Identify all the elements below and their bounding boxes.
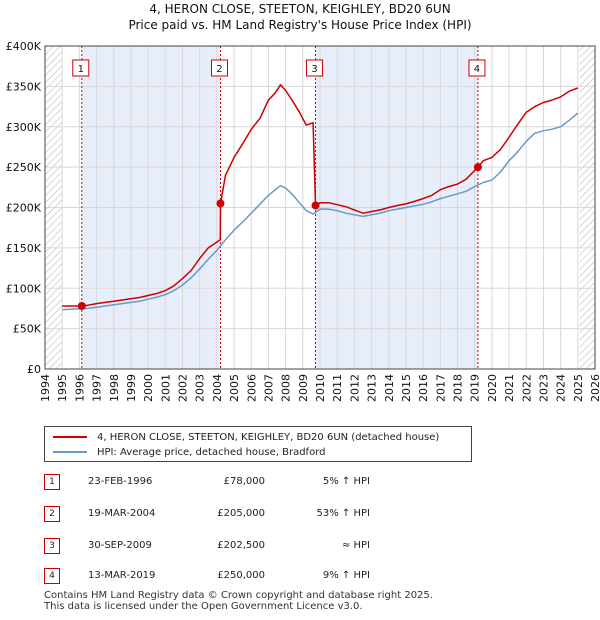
chart-legend: 4, HERON CLOSE, STEETON, KEIGHLEY, BD20 … xyxy=(44,426,472,462)
sale-date: 19-MAR-2004 xyxy=(88,508,156,519)
x-tick-label: 2019 xyxy=(469,374,482,402)
sale-number-label: 4 xyxy=(474,64,480,75)
y-tick-label: £250K xyxy=(6,161,42,174)
sale-number-box xyxy=(306,59,324,77)
y-tick-label: £200K xyxy=(6,202,42,215)
sale-number-box xyxy=(210,59,228,77)
plot-frame xyxy=(44,45,596,370)
sale-date: 23-FEB-1996 xyxy=(88,476,153,487)
sale-hpi-comparison: 5% ↑ HPI xyxy=(322,476,370,487)
table-row: 3 30-SEP-2009 £202,500 ≈ HPI xyxy=(44,538,464,554)
sale-number-box xyxy=(468,59,486,77)
sale-number-badge: 3 xyxy=(44,538,60,554)
hpi-legend-label: HPI: Average price, detached house, Brad… xyxy=(97,446,326,458)
x-tick-label: 2001 xyxy=(159,374,172,402)
chart-title: 4, HERON CLOSE, STEETON, KEIGHLEY, BD20 … xyxy=(149,2,450,16)
x-tick-label: 2015 xyxy=(400,374,413,402)
table-row: 4 13-MAR-2019 £250,000 9% ↑ HPI xyxy=(44,568,464,584)
sale-number-box xyxy=(72,59,90,77)
x-tick-label: 2012 xyxy=(348,374,361,402)
property-price-series-line xyxy=(62,84,579,307)
x-tick-label: 2004 xyxy=(211,374,224,402)
sale-price: £202,500 xyxy=(217,540,265,551)
sale-point xyxy=(77,302,86,311)
x-tick-label: 2014 xyxy=(383,374,396,402)
y-tick-label: £350K xyxy=(6,80,42,93)
x-tick-label: 1998 xyxy=(108,374,121,402)
sale-number-badge: 4 xyxy=(44,568,60,584)
property-legend-label: 4, HERON CLOSE, STEETON, KEIGHLEY, BD20 … xyxy=(97,431,440,443)
sale-point xyxy=(311,201,320,210)
x-tick-label: 2021 xyxy=(503,374,516,402)
sale-number-label: 3 xyxy=(311,64,317,75)
x-tick-label: 2013 xyxy=(366,374,379,402)
x-tick-label: 2000 xyxy=(142,374,155,402)
price-chart: 4, HERON CLOSE, STEETON, KEIGHLEY, BD20 … xyxy=(6,2,600,402)
table-row: 1 23-FEB-1996 £78,000 5% ↑ HPI xyxy=(44,474,464,490)
x-tick-label: 1997 xyxy=(91,374,104,402)
sale-price: £205,000 xyxy=(217,508,265,519)
y-tick-label: £0 xyxy=(27,363,41,376)
x-tick-label: 2026 xyxy=(589,374,600,402)
sale-date: 30-SEP-2009 xyxy=(88,540,152,551)
x-tick-label: 2008 xyxy=(280,374,293,402)
sale-number-badge: 1 xyxy=(44,474,60,490)
copyright-line: Contains HM Land Registry data © Crown c… xyxy=(44,590,433,601)
sale-number-badge: 2 xyxy=(44,506,60,522)
sale-price: £250,000 xyxy=(217,570,265,581)
y-tick-label: £300K xyxy=(6,121,42,134)
chart-subtitle: Price paid vs. HM Land Registry's House … xyxy=(128,18,471,32)
hpi-series-line xyxy=(62,112,579,311)
sale-hpi-comparison: 9% ↑ HPI xyxy=(322,570,370,581)
x-tick-label: 2016 xyxy=(417,374,430,402)
x-tick-label: 2009 xyxy=(297,374,310,402)
sale-price: £78,000 xyxy=(223,476,265,487)
x-tick-label: 2005 xyxy=(228,374,241,402)
license-line: This data is licensed under the Open Gov… xyxy=(44,601,363,612)
x-tick-label: 2025 xyxy=(572,374,585,402)
x-tick-label: 2024 xyxy=(555,374,568,402)
sale-hpi-comparison: 53% ↑ HPI xyxy=(316,508,370,519)
x-tick-label: 2010 xyxy=(314,374,327,402)
sale-date: 13-MAR-2019 xyxy=(88,570,156,581)
x-tick-label: 2018 xyxy=(452,374,465,402)
x-tick-label: 1994 xyxy=(39,374,52,402)
sale-point xyxy=(473,163,482,172)
x-tick-label: 2007 xyxy=(262,374,275,402)
sale-point xyxy=(216,199,225,208)
x-tick-label: 2020 xyxy=(486,374,499,402)
x-tick-label: 2006 xyxy=(245,374,258,402)
x-tick-label: 1999 xyxy=(125,374,138,402)
data-source-footer: Contains HM Land Registry data © Crown c… xyxy=(44,590,433,612)
sale-number-label: 2 xyxy=(216,64,222,75)
y-tick-label: £100K xyxy=(6,282,42,295)
y-tick-label: £50K xyxy=(13,323,42,336)
sale-hpi-comparison: ≈ HPI xyxy=(341,540,370,551)
y-tick-label: £400K xyxy=(6,40,42,53)
x-tick-label: 2011 xyxy=(331,374,344,402)
hpi-legend-swatch xyxy=(53,451,87,453)
table-row: 2 19-MAR-2004 £205,000 53% ↑ HPI xyxy=(44,506,464,522)
property-legend-swatch xyxy=(53,436,87,438)
x-tick-label: 2023 xyxy=(537,374,550,402)
x-tick-label: 1996 xyxy=(73,374,86,402)
x-tick-label: 2002 xyxy=(177,374,190,402)
sale-number-label: 1 xyxy=(78,64,84,75)
x-tick-label: 1995 xyxy=(56,374,69,402)
x-tick-label: 2003 xyxy=(194,374,207,402)
x-tick-label: 2017 xyxy=(434,374,447,402)
y-tick-label: £150K xyxy=(6,242,42,255)
x-tick-label: 2022 xyxy=(520,374,533,402)
